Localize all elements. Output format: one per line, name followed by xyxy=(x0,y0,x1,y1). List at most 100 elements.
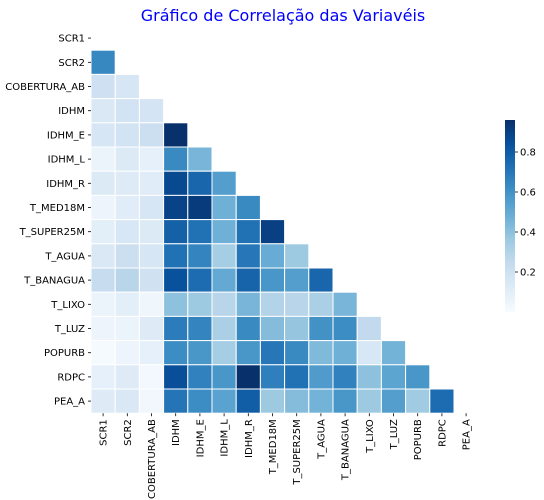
heatmap-cell-RDPC-T_MED18M xyxy=(259,364,286,390)
heatmap-cell-T_SUPER25M-SCR2 xyxy=(114,219,140,245)
heatmap-cell-T_SUPER25M-IDHM_R xyxy=(235,219,261,245)
heatmap-cell-T_AGUA-IDHM xyxy=(163,243,189,269)
heatmap-cell-T_BANAGUA-T_AGUA xyxy=(308,267,334,293)
heatmap-cell-T_AGUA-T_SUPER25M xyxy=(284,243,310,269)
colorbar-tick-label: 0.2 xyxy=(520,268,536,279)
heatmap-cell-POPURB-IDHM xyxy=(163,340,189,366)
heatmap-cell-PEA_A-IDHM xyxy=(163,388,189,414)
y-tick-label-IDHM: IDHM xyxy=(58,106,85,117)
heatmap-cell-T_SUPER25M-SCR1 xyxy=(90,219,116,245)
heatmap-cell-IDHM_R-SCR2 xyxy=(114,170,140,196)
heatmap-cell-T_LIXO-T_SUPER25M xyxy=(284,291,310,317)
heatmap-cell-PEA_A-IDHM_L xyxy=(211,388,237,414)
heatmap-cell-PEA_A-COBERTURA_AB xyxy=(138,388,165,414)
heatmap-cell-PEA_A-T_BANAGUA xyxy=(332,388,358,414)
colorbar-tick-label: 0.4 xyxy=(520,228,536,239)
heatmap-cell-T_LIXO-COBERTURA_AB xyxy=(138,291,165,317)
colorbar: 0.2 0.4 0.6 0.8 xyxy=(505,120,536,312)
heatmap-cell-T_BANAGUA-IDHM_E xyxy=(187,267,213,293)
x-tick-label-T_LIXO: T_LIXO xyxy=(365,419,376,454)
heatmap-cell-COBERTURA_AB-SCR1 xyxy=(90,73,116,100)
heatmap-cell-IDHM_R-IDHM xyxy=(163,170,189,196)
heatmap-cell-RDPC-IDHM_R xyxy=(235,364,261,390)
heatmap-cell-T_MED18M-SCR1 xyxy=(90,194,116,221)
heatmap-cell-T_SUPER25M-IDHM_E xyxy=(187,219,213,245)
chart-title: Gráfico de Correlação das Variavéis xyxy=(141,6,425,25)
heatmap-cell-RDPC-COBERTURA_AB xyxy=(138,364,165,390)
heatmap-cell-PEA_A-SCR2 xyxy=(114,388,140,414)
heatmap-cell-T_LUZ-IDHM_E xyxy=(187,315,213,342)
heatmap-cells xyxy=(90,49,455,414)
heatmap-cell-COBERTURA_AB-SCR2 xyxy=(114,73,140,100)
heatmap-cell-IDHM_R-IDHM_L xyxy=(211,170,237,196)
heatmap-cell-PEA_A-RDPC xyxy=(429,388,455,414)
y-tick-label-PEA_A: PEA_A xyxy=(54,397,85,408)
heatmap-cell-T_LIXO-SCR1 xyxy=(90,291,116,317)
x-tick-labels: SCR1 SCR2 COBERTURA_AB IDHM IDHM_E IDHM_L IDHM… xyxy=(99,413,473,499)
y-tick-label-T_BANAGUA: T_BANAGUA xyxy=(23,276,85,287)
heatmap-cell-IDHM_L-IDHM_E xyxy=(187,146,213,172)
x-tick-label-PEA_A: PEA_A xyxy=(462,419,473,450)
heatmap-cell-T_LUZ-IDHM_L xyxy=(211,315,237,342)
heatmap-cell-T_LUZ-T_MED18M xyxy=(259,315,286,342)
x-tick-label-IDHM_E: IDHM_E xyxy=(195,419,206,457)
heatmap-cell-T_MED18M-IDHM_R xyxy=(235,194,261,221)
heatmap-cell-IDHM_R-SCR1 xyxy=(90,170,116,196)
heatmap-cell-RDPC-T_BANAGUA xyxy=(332,364,358,390)
x-tick-label-T_AGUA: T_AGUA xyxy=(316,419,327,460)
heatmap-cell-T_BANAGUA-SCR1 xyxy=(90,267,116,293)
heatmap-cell-IDHM_R-IDHM_E xyxy=(187,170,213,196)
y-tick-label-SCR2: SCR2 xyxy=(58,58,85,69)
heatmap-cell-T_MED18M-IDHM_E xyxy=(187,194,213,221)
heatmap-cell-RDPC-POPURB xyxy=(405,364,431,390)
y-tick-label-IDHM_E: IDHM_E xyxy=(47,130,85,141)
heatmap-cell-T_BANAGUA-IDHM xyxy=(163,267,189,293)
y-tick-label-COBERTURA_AB: COBERTURA_AB xyxy=(5,82,85,93)
x-tick-label-T_BANAGUA: T_BANAGUA xyxy=(341,419,352,481)
heatmap-cell-T_LIXO-IDHM xyxy=(163,291,189,317)
heatmap-cell-T_LUZ-COBERTURA_AB xyxy=(138,315,165,342)
heatmap-cell-POPURB-T_LIXO xyxy=(356,340,382,366)
heatmap-cell-T_MED18M-IDHM_L xyxy=(211,194,237,221)
heatmap-cell-T_AGUA-IDHM_L xyxy=(211,243,237,269)
heatmap-cell-RDPC-T_LUZ xyxy=(380,364,407,390)
heatmap-cell-T_LUZ-SCR1 xyxy=(90,315,116,342)
heatmap-cell-T_LUZ-IDHM_R xyxy=(235,315,261,342)
heatmap-cell-IDHM_E-COBERTURA_AB xyxy=(138,122,165,148)
heatmap-cell-RDPC-IDHM_L xyxy=(211,364,237,390)
heatmap-cell-T_LIXO-IDHM_L xyxy=(211,291,237,317)
heatmap-cell-T_BANAGUA-T_MED18M xyxy=(259,267,286,293)
y-tick-label-RDPC: RDPC xyxy=(57,372,85,383)
heatmap-cell-T_BANAGUA-SCR2 xyxy=(114,267,140,293)
heatmap-cell-POPURB-T_LUZ xyxy=(380,340,407,366)
heatmap-cell-T_LUZ-T_BANAGUA xyxy=(332,315,358,342)
y-tick-label-T_LIXO: T_LIXO xyxy=(50,300,85,311)
heatmap-cell-IDHM_L-SCR1 xyxy=(90,146,116,172)
heatmap-cell-T_AGUA-T_MED18M xyxy=(259,243,286,269)
y-tick-label-T_MED18M: T_MED18M xyxy=(29,203,85,214)
heatmap-cell-PEA_A-POPURB xyxy=(405,388,431,414)
heatmap-cell-T_SUPER25M-IDHM xyxy=(163,219,189,245)
heatmap-cell-T_LIXO-SCR2 xyxy=(114,291,140,317)
heatmap-cell-T_LIXO-T_MED18M xyxy=(259,291,286,317)
x-tick-label-SCR2: SCR2 xyxy=(123,419,134,446)
heatmap-cell-PEA_A-T_MED18M xyxy=(259,388,286,414)
heatmap-cell-T_BANAGUA-IDHM_R xyxy=(235,267,261,293)
heatmap-cell-T_MED18M-SCR2 xyxy=(114,194,140,221)
heatmap-cell-IDHM-SCR1 xyxy=(90,98,116,124)
x-tick-label-IDHM_L: IDHM_L xyxy=(220,419,231,457)
heatmap-cell-T_AGUA-SCR1 xyxy=(90,243,116,269)
heatmap-cell-T_AGUA-COBERTURA_AB xyxy=(138,243,165,269)
y-tick-label-T_SUPER25M: T_SUPER25M xyxy=(19,227,85,238)
heatmap-cell-POPURB-IDHM_R xyxy=(235,340,261,366)
heatmap-cell-RDPC-IDHM_E xyxy=(187,364,213,390)
heatmap-cell-PEA_A-T_AGUA xyxy=(308,388,334,414)
y-tick-label-POPURB: POPURB xyxy=(44,348,85,359)
heatmap-cell-PEA_A-SCR1 xyxy=(90,388,116,414)
x-tick-label-RDPC: RDPC xyxy=(437,419,448,447)
heatmap-cell-IDHM-COBERTURA_AB xyxy=(138,98,165,124)
heatmap-cell-T_LIXO-IDHM_E xyxy=(187,291,213,317)
y-tick-label-IDHM_L: IDHM_L xyxy=(48,155,86,166)
x-tick-label-T_LUZ: T_LUZ xyxy=(389,419,400,450)
